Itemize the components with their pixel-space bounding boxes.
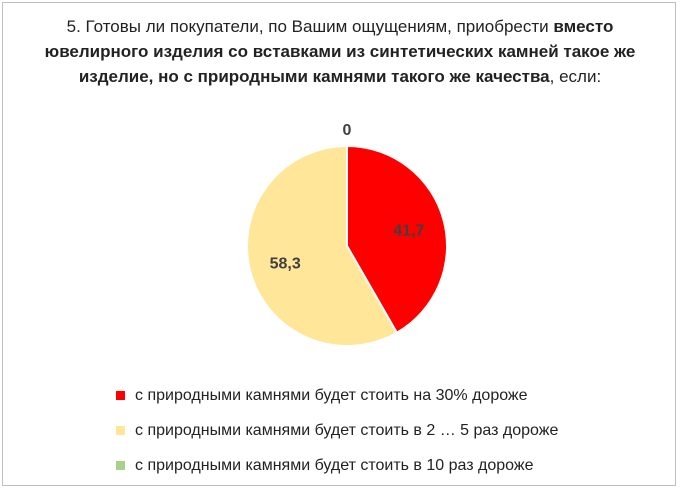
- title-bold-part: вместо ювелирного изделия со вставками и…: [44, 17, 636, 86]
- legend-swatch-2-5-times: [116, 426, 125, 435]
- chart-title: 5. Готовы ли покупатели, по Вашим ощущен…: [20, 14, 660, 89]
- title-part-1: 5. Готовы ли покупатели, по Вашим ощущен…: [66, 17, 554, 36]
- pie-slice-30-percent: [346, 144, 448, 335]
- legend-item-2-5-times: с природными камнями будет стоить в 2 … …: [116, 413, 558, 448]
- legend-label-30-percent: с природными камнями будет стоить на 30%…: [135, 386, 528, 404]
- legend-label-10-times: с природными камнями будет стоить в 10 р…: [135, 456, 534, 474]
- legend-label-2-5-times: с природными камнями будет стоить в 2 … …: [135, 421, 559, 439]
- data-label-2-5-times: 58,3: [270, 255, 301, 272]
- title-part-2: , если:: [549, 67, 602, 86]
- legend-swatch-30-percent: [116, 391, 125, 400]
- data-label-10-times: 0: [343, 122, 352, 139]
- legend-item-10-times: с природными камнями будет стоить в 10 р…: [116, 448, 558, 483]
- legend-item-30-percent: с природными камнями будет стоить на 30%…: [116, 378, 558, 413]
- legend-swatch-10-times: [116, 461, 125, 470]
- chart-legend: с природными камнями будет стоить на 30%…: [116, 378, 558, 483]
- pie-slice-2-5-times: [246, 144, 399, 347]
- data-label-30-percent: 41,7: [393, 223, 424, 240]
